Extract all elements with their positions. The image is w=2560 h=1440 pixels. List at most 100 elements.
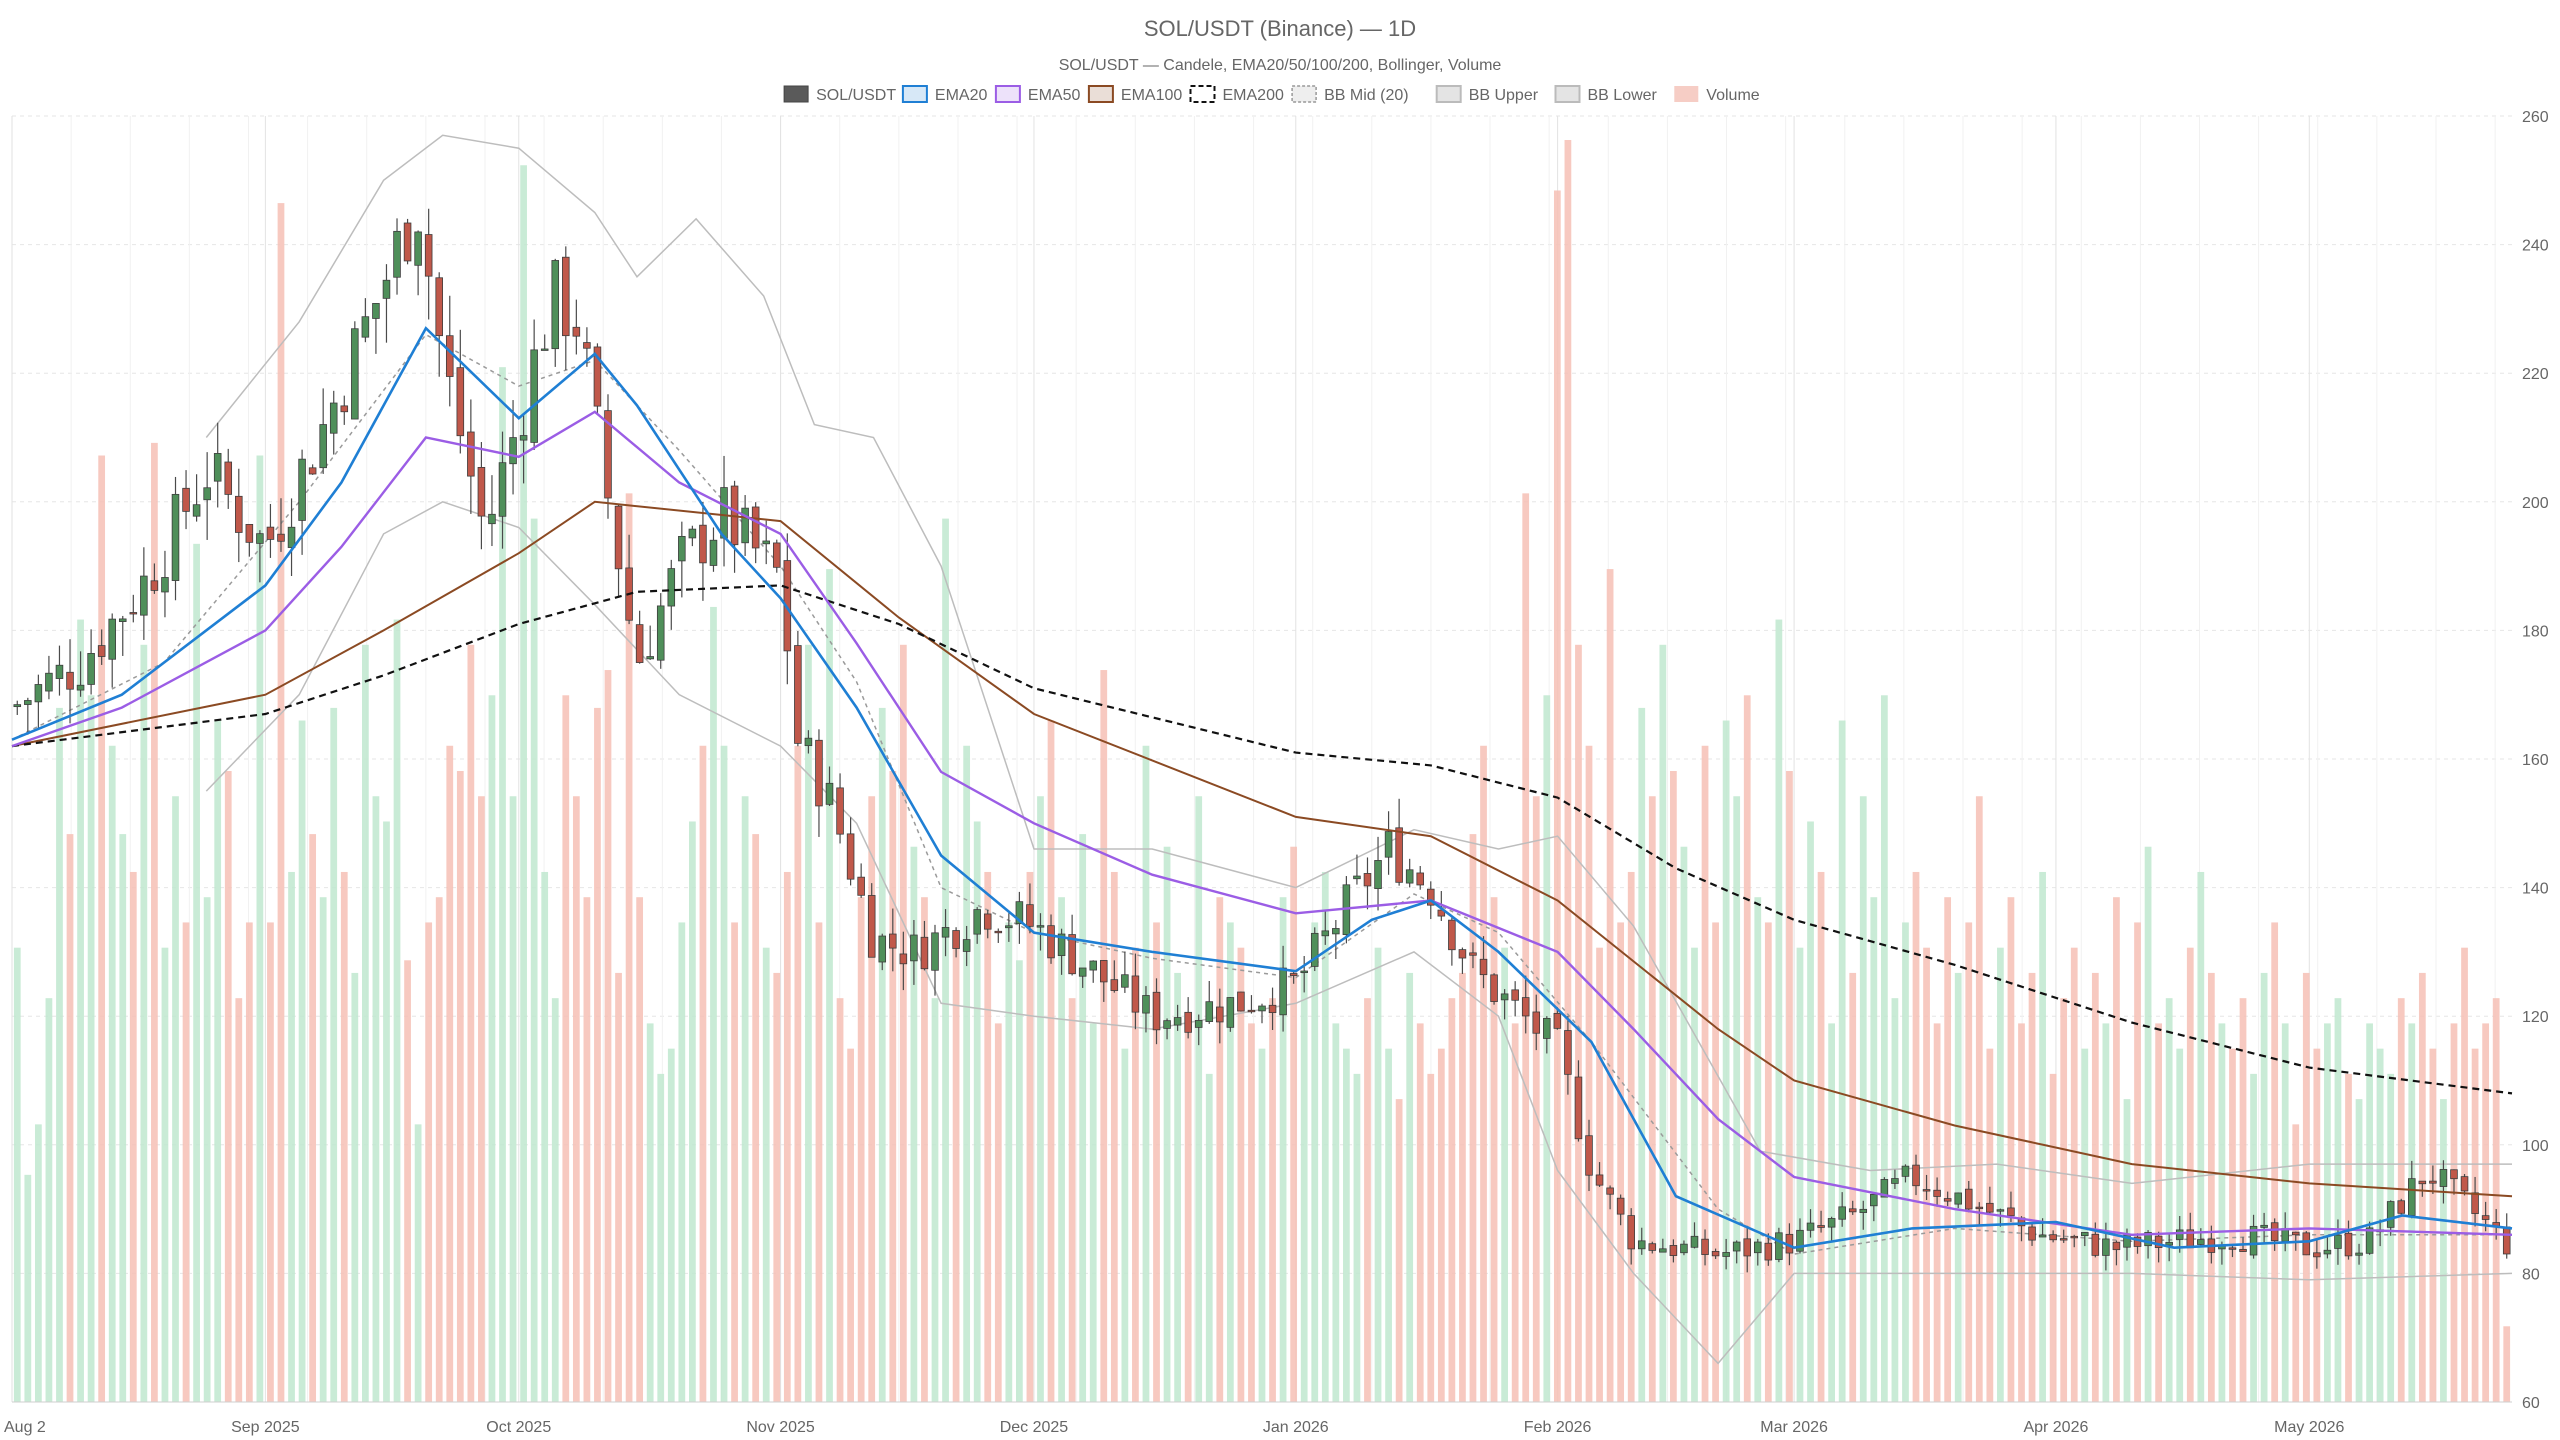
candle: [55, 645, 64, 696]
volume-bar: [1226, 922, 1234, 1402]
volume-bar: [762, 947, 770, 1402]
bb-upper-line: [205, 134, 2512, 1185]
candle-body: [1521, 997, 1530, 1017]
candle-body: [393, 230, 401, 278]
candle: [1511, 981, 1519, 1017]
volume-bar: [435, 897, 443, 1402]
candle: [709, 527, 718, 572]
volume-bar: [108, 745, 116, 1402]
candle: [1922, 1174, 1931, 1200]
volume-bar: [1490, 897, 1498, 1402]
volume-bar: [2366, 1023, 2373, 1402]
volume-bar: [2334, 998, 2342, 1402]
volume-bar: [1153, 922, 1160, 1402]
volume-bar: [340, 871, 348, 1402]
volume-bar: [1775, 619, 1783, 1402]
legend-swatch: [1554, 85, 1581, 103]
volume-bar: [298, 720, 306, 1402]
candle-body: [2038, 1234, 2047, 1238]
candle-body: [1289, 973, 1298, 976]
candle-body: [1279, 967, 1287, 1016]
candle: [1891, 1169, 1899, 1189]
candle-body: [772, 542, 781, 568]
volume-bar: [994, 1023, 1002, 1402]
candle: [1089, 960, 1097, 983]
candle: [804, 730, 813, 754]
legend-item-ema100: EMA100: [1087, 85, 1182, 104]
candle: [1163, 1018, 1171, 1040]
candle: [931, 924, 939, 996]
candle-body: [2460, 1176, 2469, 1192]
volume-bar: [1184, 1023, 1192, 1402]
volume-bar: [1374, 947, 1382, 1402]
volume-bar: [1058, 897, 1065, 1402]
volume-bar: [1037, 796, 1044, 1402]
volume-bar: [594, 707, 601, 1402]
candle: [741, 495, 749, 556]
candle-body: [857, 876, 865, 896]
candle: [1669, 1239, 1678, 1263]
volume-bar: [161, 947, 169, 1402]
candle: [319, 388, 327, 474]
volume-bar: [815, 922, 823, 1402]
candle: [1289, 970, 1298, 984]
candle-body: [1268, 1004, 1277, 1014]
candle-body: [118, 618, 127, 622]
candle: [1859, 1200, 1868, 1230]
candle: [1015, 891, 1024, 944]
volume-bar: [836, 998, 844, 1402]
candle-body: [1775, 1232, 1783, 1260]
candle-body: [656, 605, 665, 661]
candle: [340, 395, 349, 425]
legend-item-ema20: EMA20: [901, 85, 987, 104]
volume-bar: [2186, 947, 2194, 1402]
volume-bar: [1954, 972, 1962, 1402]
volume-bar: [1733, 796, 1741, 1402]
candle-body: [1152, 991, 1161, 1031]
volume-bar: [2260, 972, 2268, 1402]
candle-body: [2270, 1222, 2279, 1242]
candle: [2260, 1212, 2268, 1244]
candle-body: [2334, 1234, 2342, 1249]
candle-body: [2165, 1242, 2173, 1246]
volume-bar: [1522, 493, 1530, 1402]
candle-body: [2481, 1215, 2490, 1220]
volume-bar: [1764, 922, 1772, 1402]
legend-item-volume: Volume: [1674, 86, 1760, 104]
y-tick-label: 240: [2522, 238, 2549, 255]
candle-body: [1247, 1009, 1256, 1013]
candle-body: [382, 279, 391, 299]
candle-body: [1585, 1135, 1593, 1176]
volume-bar: [1691, 947, 1698, 1402]
candle-body: [2302, 1232, 2311, 1256]
candle-body: [2502, 1226, 2511, 1255]
volume-bar: [1174, 972, 1181, 1402]
candle: [1817, 1210, 1825, 1233]
volume-bar: [826, 569, 833, 1402]
candle: [192, 474, 201, 522]
candle: [2270, 1218, 2279, 1251]
candle-body: [55, 664, 64, 679]
candle-body: [540, 348, 549, 351]
candle: [1395, 798, 1403, 886]
candle: [1648, 1241, 1657, 1254]
volume-bar: [1427, 1073, 1435, 1402]
candle: [1775, 1227, 1783, 1263]
candle: [2228, 1245, 2237, 1258]
candle-body: [2429, 1180, 2437, 1184]
volume-bar: [720, 745, 728, 1402]
volume-bar: [1237, 947, 1245, 1402]
ema20-line: [11, 326, 2513, 1250]
volume-bar: [509, 796, 517, 1402]
volume-bar: [2292, 1124, 2300, 1402]
volume-bar: [2387, 1073, 2395, 1402]
candle-body: [1142, 995, 1150, 1014]
candle-body: [1226, 997, 1235, 1028]
candle: [1247, 995, 1256, 1014]
candle: [140, 547, 148, 640]
volume-bar: [1047, 720, 1055, 1402]
candle: [1110, 960, 1119, 993]
candle: [952, 927, 960, 958]
volume-bar: [372, 796, 380, 1402]
candle-body: [646, 656, 654, 660]
